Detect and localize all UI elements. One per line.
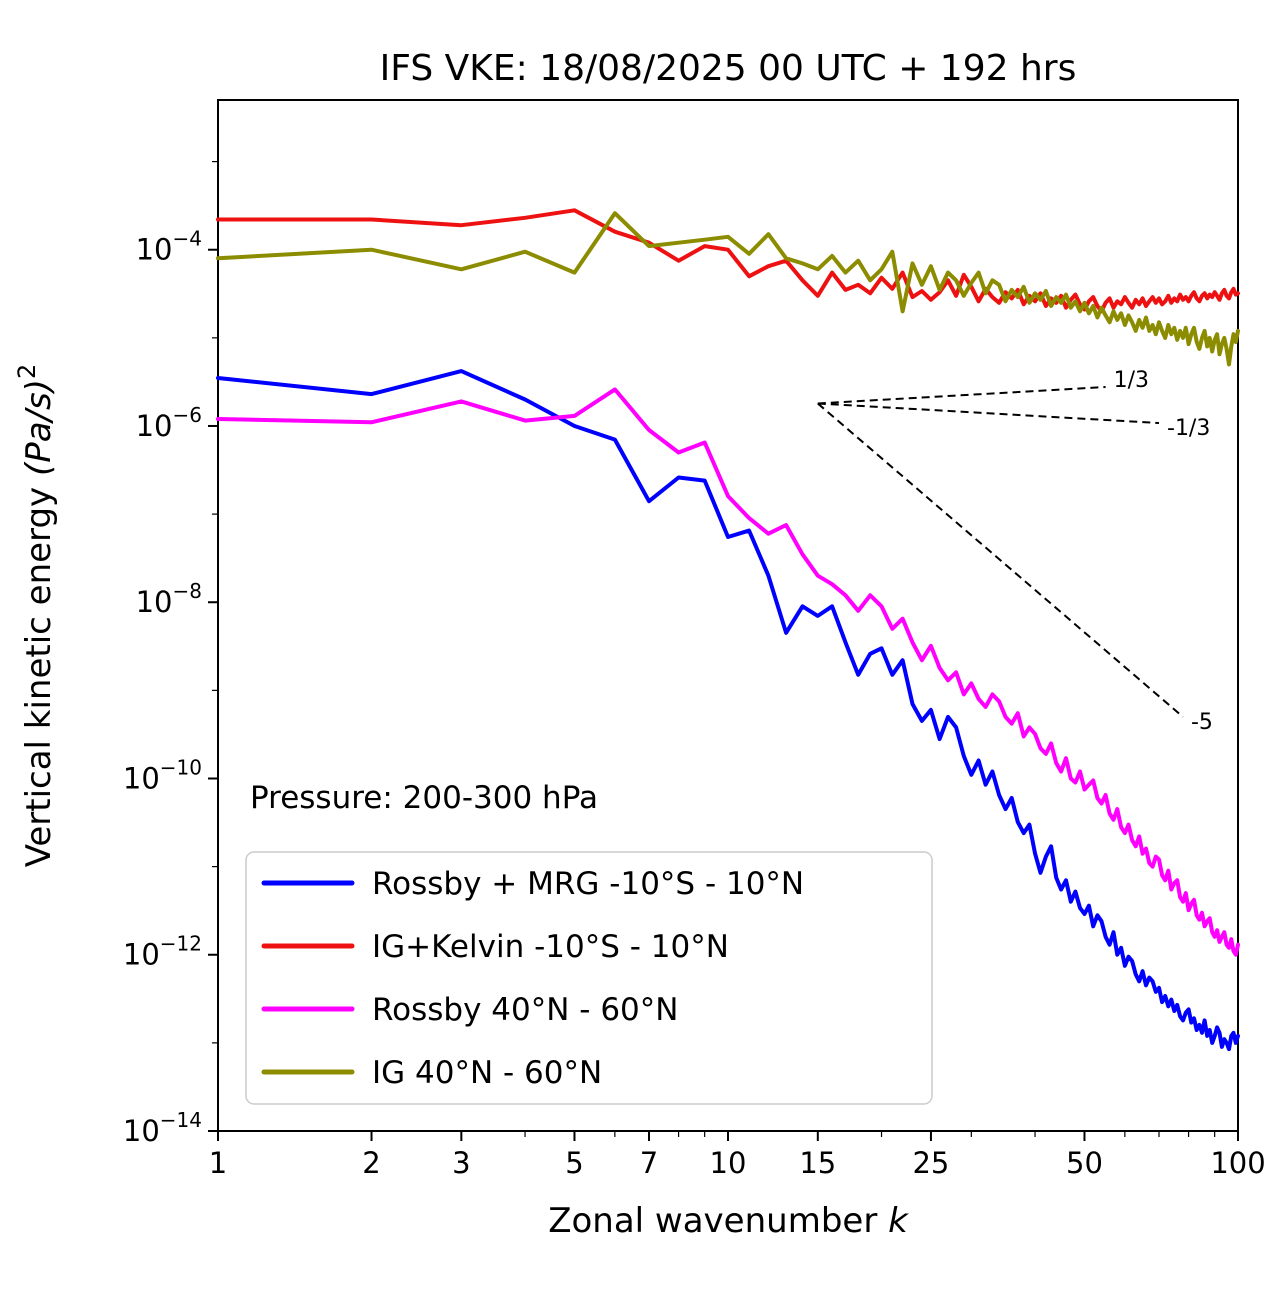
legend-label-1: IG+Kelvin -10°S - 10°N [372, 929, 729, 965]
series-line-0 [216, 369, 1240, 1052]
y-tick-label: 10−4 [136, 227, 202, 267]
legend-box [245, 851, 933, 1105]
legend: Rossby + MRG -10°S - 10°N IG+Kelvin -10°S… [245, 851, 933, 1105]
x-tick-label: 5 [565, 1146, 583, 1180]
slope-line--5 [817, 402, 1184, 718]
x-tick-label: 2 [362, 1146, 380, 1180]
reference-slope-lines: 1/3 -1/3 -5 [817, 368, 1213, 735]
x-tick-label: 50 [1066, 1146, 1103, 1180]
y-tick-label: 10−12 [123, 932, 202, 972]
x-axis-label: Zonal wavenumber k [548, 1201, 909, 1241]
x-tick-label: 3 [452, 1146, 470, 1180]
x-tick-label: 10 [710, 1146, 747, 1180]
slope-label: 1/3 [1114, 368, 1149, 393]
x-tick-label: 1 [209, 1146, 227, 1180]
axes: 1 2 3 5 7 10 15 25 50 100 10−4 10−6 10−8 10−10 10−12 10… [123, 160, 1266, 1180]
pressure-annotation: Pressure: 200-300 hPa [250, 780, 598, 816]
legend-label-2: Rossby 40°N - 60°N [372, 992, 678, 1028]
slope-line--1/3 [817, 402, 1160, 425]
legend-label-3: IG 40°N - 60°N [372, 1055, 602, 1091]
y-tick-label: 10−8 [136, 579, 202, 619]
y-tick-label: 10−10 [123, 755, 202, 795]
slope-label: -5 [1191, 710, 1213, 735]
x-tick-label: 25 [912, 1146, 949, 1180]
series-lines [216, 208, 1240, 1052]
x-tick-label: 7 [640, 1146, 658, 1180]
slope-label: -1/3 [1167, 416, 1210, 441]
y-tick-label: 10−14 [123, 1108, 202, 1148]
y-axis-label: Vertical kinetic energy (Pa/s)2 [13, 364, 59, 868]
chart-title: IFS VKE: 18/08/2025 00 UTC + 192 hrs [380, 48, 1077, 89]
y-tick-label: 10−6 [136, 403, 202, 443]
slope-line-1/3 [817, 385, 1106, 405]
legend-label-0: Rossby + MRG -10°S - 10°N [372, 866, 804, 902]
x-tick-label: 15 [799, 1146, 836, 1180]
series-line-2 [216, 387, 1240, 957]
series-line-3 [216, 211, 1240, 367]
x-tick-label: 100 [1210, 1146, 1265, 1180]
